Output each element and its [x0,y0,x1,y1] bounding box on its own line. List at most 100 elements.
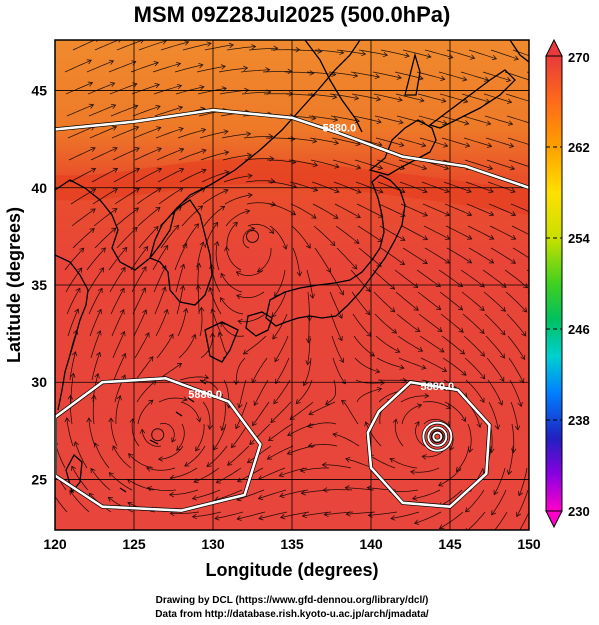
streamline [115,207,139,227]
streamline [244,158,274,161]
x-axis-label: Longitude (degrees) [205,560,378,580]
streamline [180,187,206,205]
streamline-arrowhead [309,293,315,299]
streamline-arrowhead [191,495,198,501]
streamline [112,445,132,469]
streamline-arrowhead [133,125,140,131]
streamline-arrowhead [506,98,513,104]
streamline [135,356,154,381]
streamline [511,225,529,236]
streamline-arrowhead [424,393,430,399]
streamline-arrowhead [155,104,161,110]
y-tick-label: 45 [31,83,47,99]
streamline [160,225,179,249]
streamline [89,309,102,337]
streamline-arrowhead [161,265,167,271]
korea-coastline [149,199,213,306]
streamline-arrowhead [377,164,384,170]
streamline [374,115,404,124]
streamline [443,181,472,193]
streamline-arrowhead [395,348,401,353]
streamline [110,105,138,117]
streamline-arrowhead [520,354,526,361]
streamline-arrowhead [208,286,214,293]
streamline [532,380,542,407]
streamline [350,269,371,292]
streamline [216,467,242,484]
streamline-arrowhead [249,439,255,446]
streamline-arrowhead [174,224,180,230]
streamline [218,67,248,73]
streamline [201,379,222,399]
streamline-arrowhead [176,206,182,212]
streamline-arrowhead [345,457,351,463]
streamline-arrowhead [214,240,220,247]
streamline-arrowhead [307,442,313,449]
streamline [314,49,344,54]
streamline-arrowhead [224,170,230,176]
streamline-arrowhead [461,416,467,423]
streamline-arrowhead [108,472,114,478]
streamline [288,159,318,166]
streamline [415,421,426,447]
streamline-arrowhead [300,490,306,496]
streamline-arrowhead [421,364,427,370]
streamline-arrowhead [464,120,470,126]
streamline [345,487,375,491]
streamline-arrowhead [510,234,517,240]
streamline-arrowhead [193,223,199,229]
streamline [279,489,309,497]
streamline-arrowhead [112,167,119,173]
streamline-arrowhead [279,492,285,498]
streamline-arrowhead [108,417,114,423]
streamline [182,223,199,249]
streamline [174,243,187,271]
streamline [422,203,450,216]
streamline [314,247,331,273]
streamline [170,511,200,514]
typhoon-ring [422,421,453,452]
streamline [465,489,485,513]
streamline [241,91,271,95]
streamline [333,181,361,193]
streamline-arrowhead [486,142,493,148]
streamline-arrowhead [332,94,338,100]
streamline-arrowhead [154,83,160,89]
streamline [486,159,515,170]
streamline [158,445,184,460]
streamline [329,93,359,99]
streamline [372,269,395,290]
streamline [74,441,88,469]
streamline [416,71,445,80]
streamline-arrowhead [513,55,519,61]
streamline [462,313,485,334]
streamline [112,147,140,161]
streamline-arrowhead [73,441,79,447]
streamline [356,388,382,403]
streamline-arrowhead [507,120,514,126]
streamline [178,334,196,359]
streamline [153,265,167,293]
streamline [130,62,159,73]
streamline [329,291,343,319]
streamline-arrowhead [415,327,421,333]
streamline-arrowhead [332,432,338,438]
streamline-arrowhead [71,465,76,471]
streamline-arrowhead [339,357,344,364]
streamline [507,137,529,145]
streamline-arrowhead [116,395,122,401]
streamline [156,148,184,161]
streamline [310,159,340,168]
streamline [267,159,296,163]
streamline-arrowhead [337,335,343,342]
streamline [252,357,268,383]
streamline [509,379,522,407]
streamline [246,202,276,206]
streamline-arrowhead [365,310,371,316]
streamline-arrowhead [209,332,216,338]
streamline [423,225,450,240]
y-axis-label: Latitude (degrees) [4,207,24,363]
streamline [332,433,360,447]
streamline-arrowhead [378,188,384,194]
streamline [220,322,245,337]
